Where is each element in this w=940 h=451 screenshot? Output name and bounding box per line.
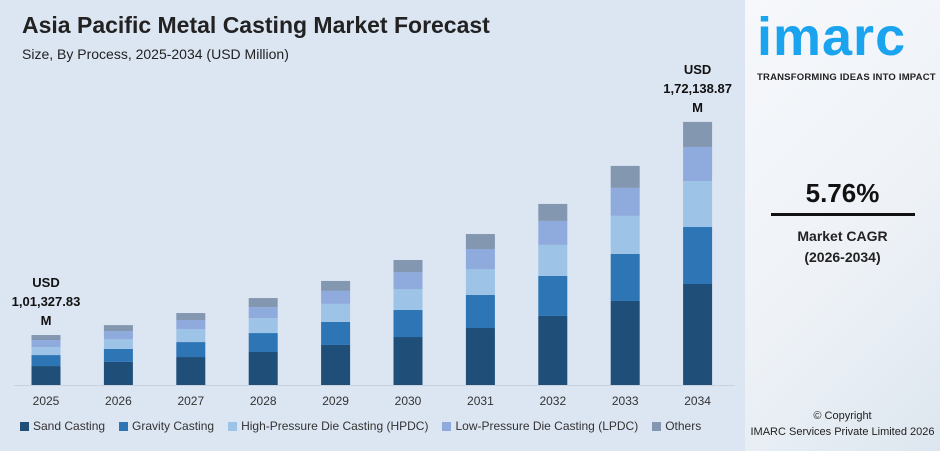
bar-segment-2025-2: [31, 347, 61, 356]
bar-segment-2031-2: [465, 269, 495, 296]
legend-item: Low-Pressure Die Casting (LPDC): [442, 419, 638, 433]
bar-segment-2029-0: [321, 344, 351, 385]
x-tick-label: 2030: [395, 394, 422, 408]
x-tick-label: 2031: [467, 394, 494, 408]
total-annotation: 1,72,138.87: [663, 81, 732, 96]
total-annotation: USD: [32, 275, 59, 290]
legend-label: Sand Casting: [33, 419, 106, 433]
bar-segment-2027-0: [176, 357, 206, 385]
bar-segment-2030-4: [393, 260, 423, 273]
bar-segment-2026-3: [103, 331, 133, 340]
total-annotation: M: [692, 100, 703, 115]
bar-segment-2034-3: [683, 146, 713, 182]
cagr-period: (2026-2034): [804, 249, 881, 265]
bar-segment-2030-1: [393, 309, 423, 338]
brand-tagline: TRANSFORMING IDEAS INTO IMPACT: [757, 72, 936, 83]
legend-swatch: [228, 421, 238, 431]
bar-segment-2025-0: [31, 366, 61, 385]
bar-segment-2025-4: [31, 335, 61, 341]
bar-segment-2027-2: [176, 329, 206, 343]
x-tick-label: 2032: [539, 394, 566, 408]
x-tick-label: 2026: [105, 394, 132, 408]
x-tick-label: 2034: [684, 394, 711, 408]
bar-segment-2026-1: [103, 348, 133, 362]
chart-panel: Asia Pacific Metal Casting Market Foreca…: [11, 12, 735, 433]
legend: Sand Casting Gravity Casting High-Pressure…: [20, 419, 701, 433]
legend-item: Others: [652, 419, 701, 433]
copyright: © Copyright IMARC Services Private Limit…: [745, 408, 940, 440]
bar-segment-2033-2: [610, 215, 640, 254]
bar-segment-2029-4: [321, 280, 351, 291]
bar-segment-2034-4: [683, 121, 713, 147]
bar-segment-2033-0: [610, 300, 640, 385]
legend-swatch: [652, 421, 662, 431]
divider: [771, 213, 915, 216]
bar-segment-2029-2: [321, 303, 351, 322]
bar-segment-2028-1: [248, 333, 278, 352]
legend-item: Sand Casting: [20, 419, 105, 433]
total-annotation: 1,01,327.83: [12, 294, 81, 309]
bar-segment-2029-1: [321, 321, 351, 345]
x-tick-label: 2027: [177, 394, 204, 408]
bar-segment-2026-0: [103, 361, 133, 385]
x-tick-label: 2025: [33, 394, 60, 408]
legend-label: High-Pressure Die Casting (HPDC): [241, 419, 429, 433]
bar-segment-2025-1: [31, 355, 61, 367]
total-annotation: USD: [684, 62, 711, 77]
cagr-value: 5.76%: [805, 178, 880, 208]
bar-segment-2030-2: [393, 289, 423, 310]
legend-label: Gravity Casting: [132, 419, 215, 433]
cagr-label-text: Market CAGR: [797, 228, 888, 244]
chart-subtitle: Size, By Process, 2025-2034 (USD Million…: [22, 46, 289, 62]
copyright-line2: IMARC Services Private Limited 2026: [750, 426, 935, 438]
x-tick-label: 2028: [250, 394, 277, 408]
stacked-bar-chart: 2025 2026 2027 2028 2029 2030 2031 2032 2033 2034…: [12, 62, 735, 408]
legend-label: Others: [665, 419, 702, 433]
chart-title: Asia Pacific Metal Casting Market Foreca…: [22, 12, 490, 38]
bar-segment-2031-1: [465, 295, 495, 329]
bar-segment-2032-3: [538, 220, 568, 245]
bar-segment-2030-3: [393, 272, 423, 290]
bar-segment-2027-3: [176, 320, 206, 330]
bar-segment-2027-4: [176, 313, 206, 321]
bar-segment-2031-4: [465, 234, 495, 250]
bar-segment-2026-4: [103, 325, 133, 332]
bar-segment-2034-1: [683, 227, 713, 285]
bar-segment-2034-0: [683, 284, 713, 385]
legend-item: High-Pressure Die Casting (HPDC): [228, 419, 428, 433]
bar-segment-2027-1: [176, 342, 206, 358]
bar-segment-2030-0: [393, 337, 423, 385]
x-tick-label: 2033: [612, 394, 639, 408]
bar-segment-2032-1: [538, 275, 568, 316]
legend-label: Low-Pressure Die Casting (LPDC): [455, 419, 639, 433]
bar-segment-2025-3: [31, 340, 61, 348]
bar-segment-2031-0: [465, 328, 495, 385]
bar-segment-2034-2: [683, 181, 713, 228]
bar-segment-2029-3: [321, 290, 351, 304]
brand-panel: imarc TRANSFORMING IDEAS INTO IMPACT 5.7…: [745, 0, 940, 451]
bar-segment-2028-4: [248, 298, 278, 308]
bar-segment-2028-2: [248, 318, 278, 334]
imarc-logo: imarc: [757, 7, 907, 67]
legend-swatch: [20, 421, 29, 431]
legend-swatch: [442, 421, 452, 431]
bar-segment-2033-4: [610, 165, 640, 188]
bar-segment-2028-3: [248, 307, 278, 319]
legend-item: Gravity Casting: [119, 419, 214, 433]
bar-segment-2026-2: [103, 339, 133, 349]
total-annotation: M: [41, 313, 52, 328]
bar-segment-2033-1: [610, 253, 640, 301]
copyright-line1: © Copyright: [813, 410, 872, 422]
legend-swatch: [119, 421, 129, 431]
x-tick-label: 2029: [322, 394, 349, 408]
bar-segment-2032-4: [538, 203, 568, 221]
bar-segment-2032-0: [538, 315, 568, 385]
bar-segment-2031-3: [465, 249, 495, 270]
bar-segment-2028-0: [248, 351, 278, 385]
bar-segment-2032-2: [538, 244, 568, 276]
cagr-label: Market CAGR (2026-2034): [745, 226, 940, 268]
bar-segment-2033-3: [610, 187, 640, 216]
